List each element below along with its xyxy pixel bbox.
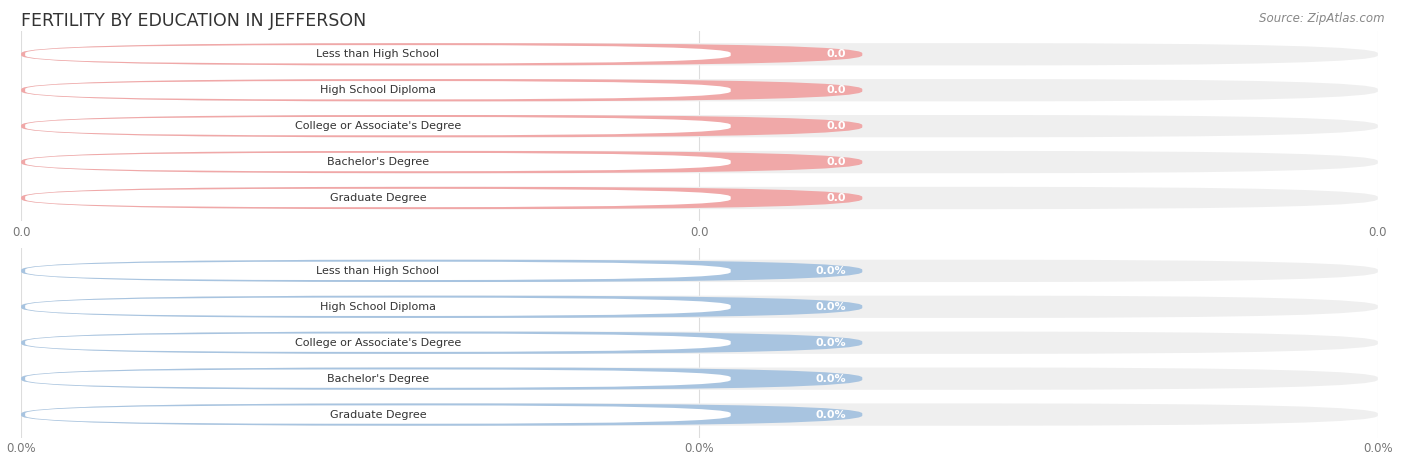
FancyBboxPatch shape xyxy=(21,79,862,101)
FancyBboxPatch shape xyxy=(21,187,862,209)
FancyBboxPatch shape xyxy=(21,43,1378,65)
FancyBboxPatch shape xyxy=(25,262,731,280)
Text: High School Diploma: High School Diploma xyxy=(321,85,436,95)
FancyBboxPatch shape xyxy=(25,189,731,207)
FancyBboxPatch shape xyxy=(21,404,1378,426)
Text: 0.0%: 0.0% xyxy=(815,409,846,419)
Text: 0.0%: 0.0% xyxy=(815,302,846,312)
FancyBboxPatch shape xyxy=(21,332,1378,354)
FancyBboxPatch shape xyxy=(21,43,862,65)
Text: Bachelor's Degree: Bachelor's Degree xyxy=(326,157,429,167)
Text: 0.0%: 0.0% xyxy=(815,374,846,384)
Text: High School Diploma: High School Diploma xyxy=(321,302,436,312)
FancyBboxPatch shape xyxy=(25,298,731,316)
FancyBboxPatch shape xyxy=(21,151,1378,173)
Text: College or Associate's Degree: College or Associate's Degree xyxy=(295,337,461,348)
Text: 0.0: 0.0 xyxy=(827,85,846,95)
FancyBboxPatch shape xyxy=(21,296,1378,318)
FancyBboxPatch shape xyxy=(25,406,731,424)
FancyBboxPatch shape xyxy=(25,153,731,171)
Text: Graduate Degree: Graduate Degree xyxy=(329,409,426,419)
Text: College or Associate's Degree: College or Associate's Degree xyxy=(295,121,461,131)
Text: Less than High School: Less than High School xyxy=(316,50,440,60)
Text: 0.0: 0.0 xyxy=(827,121,846,131)
FancyBboxPatch shape xyxy=(25,117,731,135)
FancyBboxPatch shape xyxy=(21,115,1378,137)
FancyBboxPatch shape xyxy=(21,404,862,426)
FancyBboxPatch shape xyxy=(21,115,862,137)
Text: Less than High School: Less than High School xyxy=(316,266,440,276)
FancyBboxPatch shape xyxy=(21,151,862,173)
Text: Bachelor's Degree: Bachelor's Degree xyxy=(326,374,429,384)
Text: Graduate Degree: Graduate Degree xyxy=(329,193,426,203)
FancyBboxPatch shape xyxy=(21,367,862,390)
FancyBboxPatch shape xyxy=(21,187,1378,209)
FancyBboxPatch shape xyxy=(21,367,1378,390)
FancyBboxPatch shape xyxy=(21,260,1378,282)
FancyBboxPatch shape xyxy=(25,81,731,99)
FancyBboxPatch shape xyxy=(25,369,731,388)
FancyBboxPatch shape xyxy=(21,296,862,318)
FancyBboxPatch shape xyxy=(25,334,731,352)
Text: Source: ZipAtlas.com: Source: ZipAtlas.com xyxy=(1260,12,1385,25)
FancyBboxPatch shape xyxy=(21,79,1378,101)
Text: 0.0%: 0.0% xyxy=(815,266,846,276)
Text: 0.0: 0.0 xyxy=(827,50,846,60)
Text: FERTILITY BY EDUCATION IN JEFFERSON: FERTILITY BY EDUCATION IN JEFFERSON xyxy=(21,12,367,30)
FancyBboxPatch shape xyxy=(25,45,731,63)
Text: 0.0: 0.0 xyxy=(827,157,846,167)
FancyBboxPatch shape xyxy=(21,260,862,282)
Text: 0.0%: 0.0% xyxy=(815,337,846,348)
Text: 0.0: 0.0 xyxy=(827,193,846,203)
FancyBboxPatch shape xyxy=(21,332,862,354)
